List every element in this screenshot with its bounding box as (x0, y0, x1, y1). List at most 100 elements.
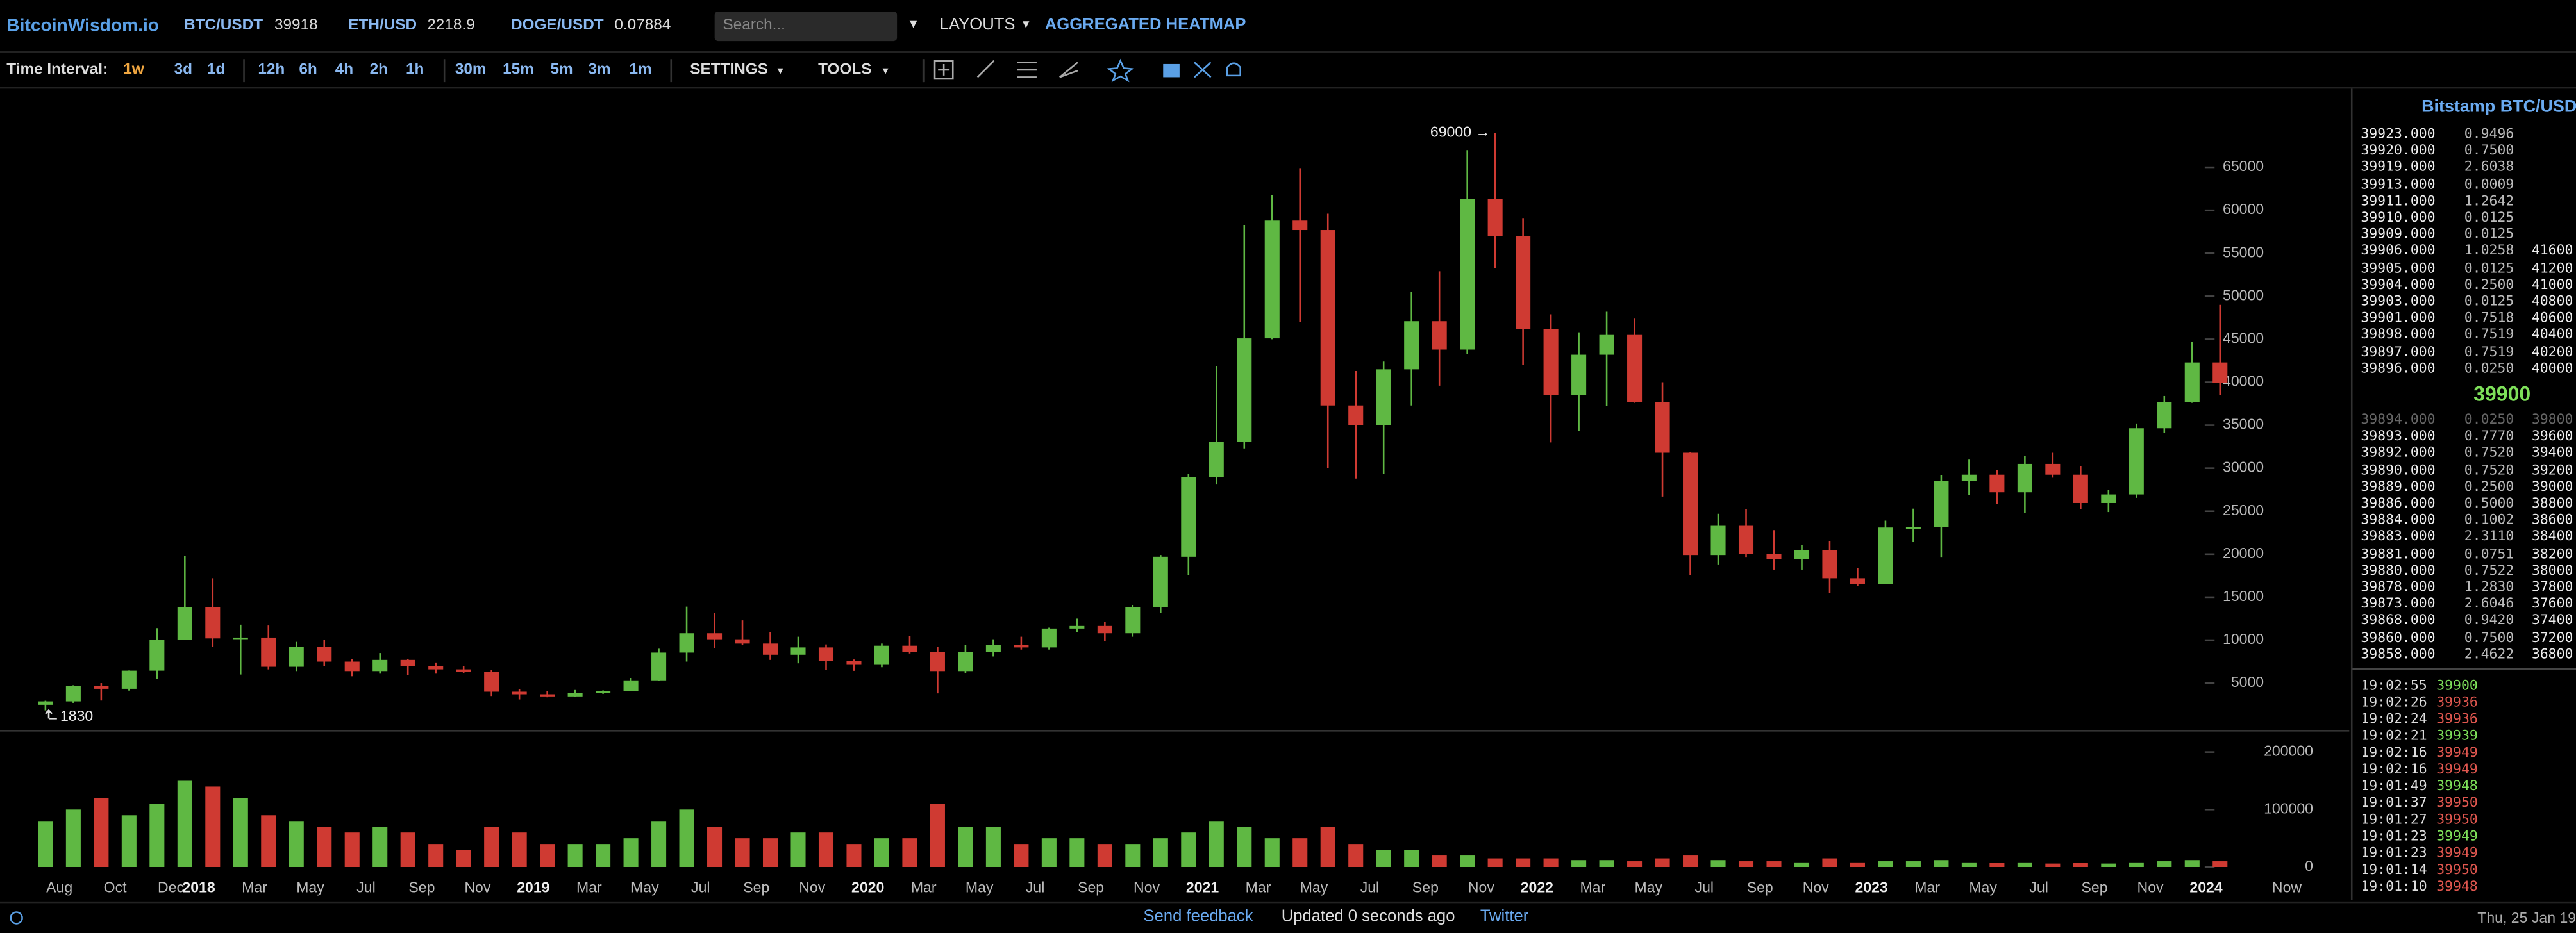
candle-body (1794, 550, 1810, 559)
volume-bar (2212, 861, 2228, 867)
book-amount: 2.3110 (2464, 527, 2514, 545)
x-tick-label: Mar (1914, 879, 1940, 895)
trade-price: 39936 (2436, 693, 2478, 710)
search-placeholder: Search... (723, 16, 785, 35)
interval-button[interactable]: 2h (369, 60, 388, 79)
interval-button[interactable]: 1m (629, 60, 652, 79)
volume-bar (985, 827, 1001, 867)
caret[interactable]: ▼ (907, 16, 920, 31)
candle-body (1655, 402, 1670, 453)
candle-body (372, 659, 388, 672)
volume-bar (1404, 850, 1419, 867)
book-total: 40400 (2531, 326, 2573, 343)
x-tick-label: Oct (104, 879, 127, 895)
book-price: 39913.000 (2361, 175, 2436, 192)
volume-bar (65, 809, 81, 867)
layouts-menu[interactable]: LAYOUTS (939, 16, 1016, 35)
update-status: Updated 0 seconds ago (1281, 908, 1455, 927)
volume-bar (623, 838, 639, 867)
search-box[interactable] (714, 11, 898, 42)
interval-button[interactable]: 3m (588, 60, 611, 79)
ticker-pair[interactable]: DOGE/USDT (510, 16, 604, 35)
volume-bar (818, 832, 834, 867)
logo[interactable]: BitcoinWisdom.io (6, 16, 160, 37)
x-tick-label: Aug (46, 879, 72, 895)
y-tick-label: 15000 (2223, 588, 2264, 604)
volume-bar (38, 821, 53, 867)
candle-body (762, 643, 778, 655)
book-total: 40600 (2531, 309, 2573, 326)
book-amount: 0.5000 (2464, 494, 2514, 511)
interval-button[interactable]: 12h (258, 60, 285, 79)
settings-menu[interactable]: SETTINGS (690, 60, 769, 79)
volume-bar (261, 815, 276, 867)
x-tick-label: Nov (464, 879, 490, 895)
candle-body (512, 691, 527, 695)
candle-body (679, 633, 694, 653)
candle-body (1209, 442, 1224, 477)
volume-bar (902, 838, 917, 867)
interval-button[interactable]: 30m (455, 60, 487, 79)
book-price: 39860.000 (2361, 628, 2436, 645)
book-price: 39906.000 (2361, 242, 2436, 259)
x-tick-label: Jul (356, 879, 375, 895)
candle-body (1432, 321, 1447, 350)
candle-body (400, 659, 415, 666)
interval-button[interactable]: 1h (405, 60, 424, 79)
interval-button[interactable]: 1w (123, 60, 144, 79)
twitter-link[interactable]: Twitter (1480, 908, 1529, 927)
interval-button[interactable]: 15m (503, 60, 534, 79)
volume-bar (317, 827, 332, 867)
book-price: 39910.000 (2361, 208, 2436, 226)
x-tick-label: May (631, 879, 659, 895)
x-tick-label: Mar (911, 879, 937, 895)
separator (923, 59, 925, 83)
y-tick-label: 60000 (2223, 201, 2264, 217)
volume-bar (1516, 858, 1531, 867)
x-tick-label: May (1300, 879, 1328, 895)
volume-bar (1181, 832, 1196, 867)
candle-body (1376, 369, 1391, 425)
volume-bar (679, 809, 694, 867)
candle-body (177, 607, 192, 640)
book-price: 39883.000 (2361, 527, 2436, 545)
trade-time: 19:01:23 (2361, 844, 2427, 861)
ticker-pair[interactable]: BTC/USDT (184, 16, 263, 35)
volume-bar (567, 844, 583, 867)
candle-body (428, 666, 444, 670)
candle-body (735, 639, 750, 644)
caret: ▼ (775, 67, 785, 78)
separator (443, 59, 446, 83)
crosshair-icon[interactable] (933, 60, 954, 80)
interval-button[interactable]: 3d (174, 60, 193, 79)
star-icon[interactable] (1107, 58, 1134, 83)
book-price: 39903.000 (2361, 292, 2436, 309)
book-amount: 2.6038 (2464, 158, 2514, 175)
volume-bar (94, 798, 109, 867)
heatmap-link[interactable]: AGGREGATED HEATMAP (1044, 16, 1246, 35)
x-tick-label: Sep (1412, 879, 1439, 895)
feedback-link[interactable]: Send feedback (1143, 908, 1253, 927)
trade-time: 19:01:23 (2361, 827, 2427, 844)
interval-button[interactable]: 4h (335, 60, 354, 79)
fullscreen-icon[interactable] (1194, 62, 1212, 78)
candle-body (874, 645, 889, 665)
x-tick-label: Sep (408, 879, 435, 895)
line-icon[interactable] (976, 60, 995, 78)
book-price: 39881.000 (2361, 544, 2436, 561)
candle-body (1264, 220, 1280, 339)
trade-time: 19:02:16 (2361, 743, 2427, 760)
fib-icon[interactable] (1059, 62, 1078, 78)
x-tick-label: Sep (743, 879, 769, 895)
interval-button[interactable]: 1d (206, 60, 226, 79)
ticker-pair[interactable]: ETH/USD (348, 16, 417, 35)
volume-bar (400, 832, 415, 867)
interval-button[interactable]: 5m (550, 60, 573, 79)
x-tick-label: May (1635, 879, 1663, 895)
book-total: 39600 (2531, 427, 2573, 444)
book-amount: 0.7770 (2464, 427, 2514, 444)
camera-icon[interactable] (1163, 63, 1180, 78)
alert-icon[interactable] (1226, 62, 1241, 77)
interval-button[interactable]: 6h (299, 60, 317, 79)
tools-menu[interactable]: TOOLS (818, 60, 872, 79)
